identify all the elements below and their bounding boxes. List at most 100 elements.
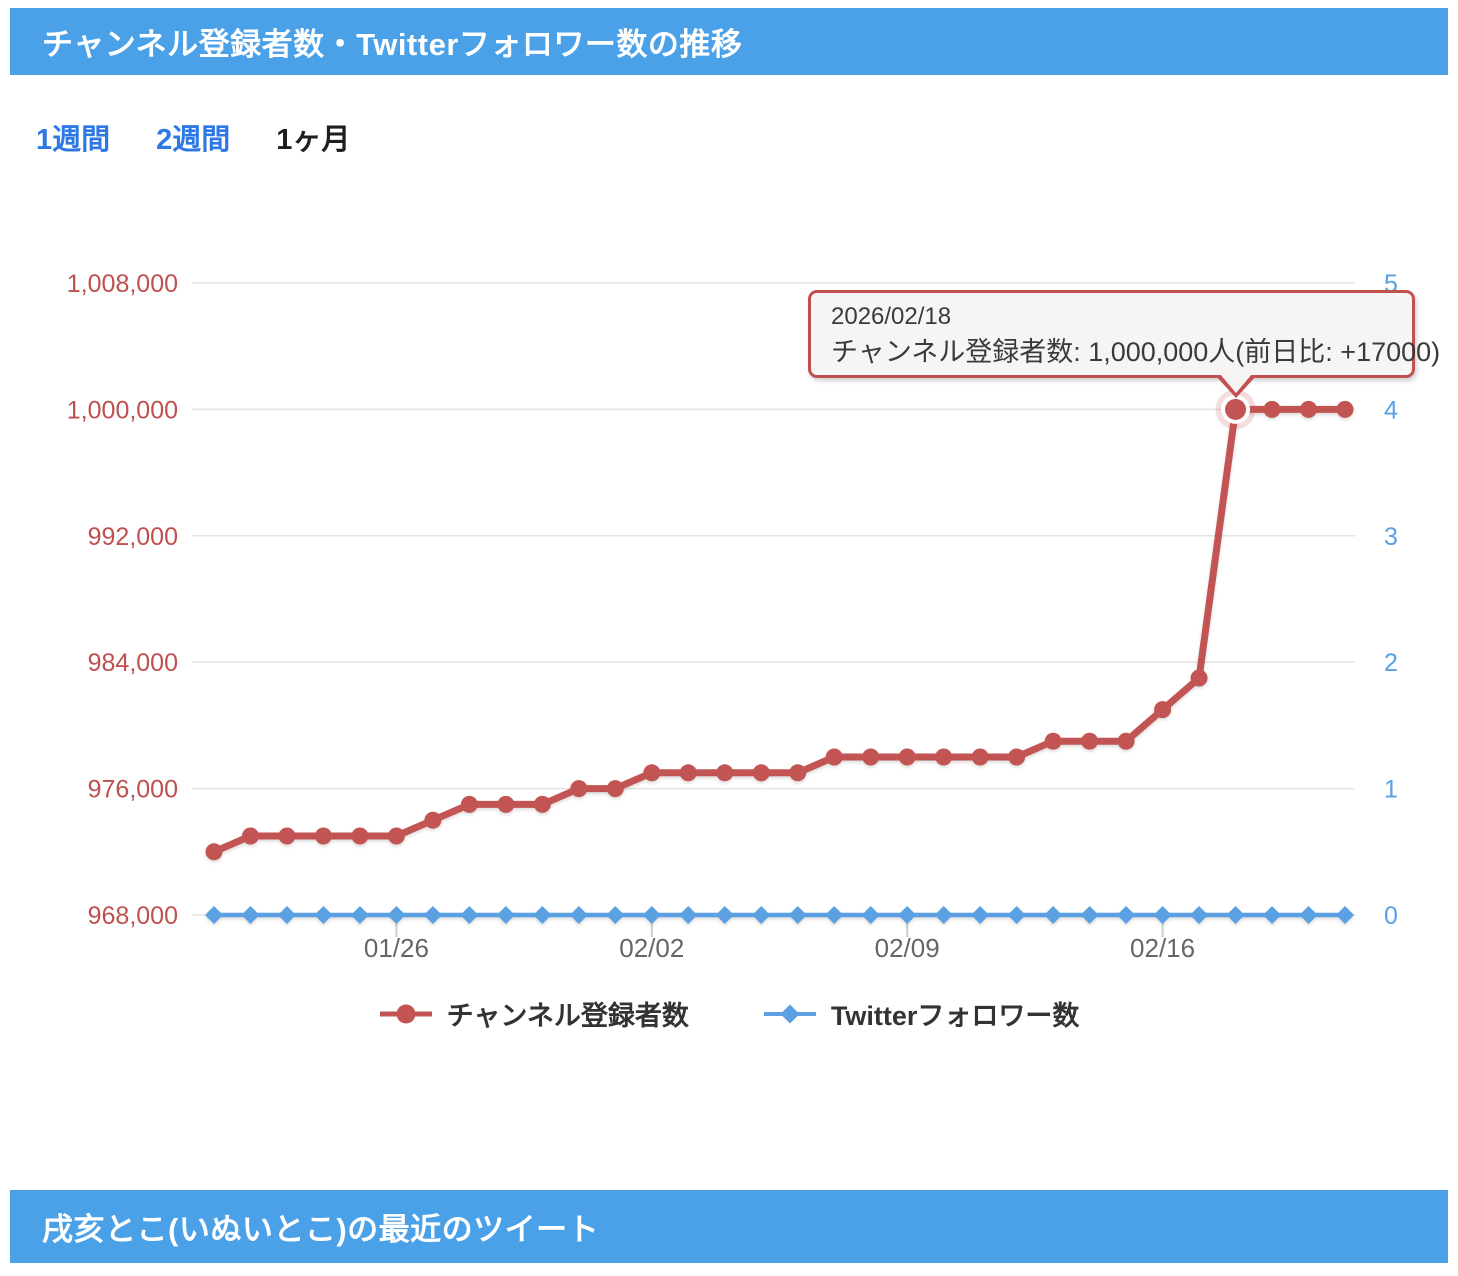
left-axis-label: 968,000 [88, 902, 178, 930]
legend-label-channel-subscribers: チャンネル登録者数 [446, 1001, 689, 1031]
data-point [314, 906, 333, 924]
data-point [387, 906, 406, 924]
data-point [241, 827, 259, 845]
data-point [314, 827, 332, 845]
data-point [1117, 732, 1135, 750]
data-point [825, 906, 844, 924]
data-point [752, 906, 771, 924]
data-point [277, 906, 296, 924]
x-axis-label: 02/09 [875, 933, 940, 963]
data-point [1300, 400, 1318, 418]
data-point [934, 906, 953, 924]
data-point [935, 748, 953, 766]
data-point [971, 906, 990, 924]
tooltip-date: 2026/02/18 [831, 303, 952, 330]
data-point [1008, 748, 1026, 766]
chart-section-title: チャンネル登録者数・Twitterフォロワー数の推移 [42, 27, 743, 62]
chart-section-header: チャンネル登録者数・Twitterフォロワー数の推移 [10, 8, 1448, 75]
left-axis-label: 1,000,000 [67, 396, 178, 424]
data-point [825, 748, 843, 766]
line-diamond-marker-icon [763, 1004, 816, 1023]
highlighted-data-point [1225, 398, 1247, 420]
data-point [1153, 906, 1172, 924]
data-point [241, 906, 260, 924]
data-point [1044, 732, 1062, 750]
right-axis-label: 1 [1384, 776, 1398, 804]
legend-item-channel-subscribers[interactable]: チャンネル登録者数 [379, 994, 689, 1033]
data-point [1117, 906, 1136, 924]
data-point [1190, 669, 1208, 687]
tweets-section-title: 戌亥とこ(いぬいとこ)の最近のツイート [42, 1212, 600, 1247]
chart-legend: チャンネル登録者数 Twitterフォロワー数 [0, 994, 1458, 1033]
data-point [1263, 906, 1282, 924]
data-point [1226, 906, 1245, 924]
data-point [971, 748, 989, 766]
chart-tooltip: 2026/02/18 チャンネル登録者数: 1,000,000人(前日比: +1… [808, 290, 1441, 398]
data-point [423, 906, 442, 924]
left-axis-label: 992,000 [88, 523, 178, 551]
data-point [606, 906, 625, 924]
tab-2-weeks[interactable]: 2週間 [156, 124, 231, 156]
x-axis-label: 02/02 [619, 933, 684, 963]
data-point [387, 827, 405, 845]
x-axis-label: 02/16 [1130, 933, 1195, 963]
data-point [570, 780, 588, 798]
data-point [1336, 906, 1354, 924]
data-point [716, 764, 734, 782]
data-point [1190, 906, 1209, 924]
legend-label-twitter-followers: Twitterフォロワー数 [830, 1001, 1080, 1031]
data-point [1081, 732, 1099, 750]
data-point [788, 906, 807, 924]
data-point [1044, 906, 1063, 924]
data-point [569, 906, 588, 924]
data-point [350, 906, 369, 924]
line-circle-marker-icon [379, 1004, 432, 1023]
data-point [1336, 400, 1354, 418]
data-point [679, 764, 697, 782]
data-point [1007, 906, 1026, 924]
period-tabs: 1週間 2週間 1ヶ月 [36, 116, 350, 158]
right-axis-label: 4 [1384, 396, 1398, 424]
tooltip-arrow-fill [1220, 374, 1252, 393]
data-point [460, 795, 478, 813]
data-point [861, 906, 880, 924]
left-axis-label: 984,000 [88, 649, 178, 677]
tab-1-week[interactable]: 1週間 [36, 124, 111, 156]
tooltip-value: チャンネル登録者数: 1,000,000人(前日比: +17000) [831, 337, 1441, 367]
data-point [533, 906, 552, 924]
data-point [1263, 400, 1281, 418]
data-point [642, 906, 661, 924]
data-point [497, 795, 515, 813]
data-point [460, 906, 479, 924]
data-point [533, 795, 551, 813]
series-channel-subscribers [205, 400, 1354, 861]
data-point [278, 827, 296, 845]
left-axis-label: 976,000 [88, 776, 178, 804]
data-point [1080, 906, 1099, 924]
right-axis-label: 0 [1384, 902, 1398, 930]
data-point [752, 764, 770, 782]
left-axis-label: 1,008,000 [67, 270, 178, 298]
data-point [606, 780, 624, 798]
data-point [351, 827, 369, 845]
data-point [643, 764, 661, 782]
series-twitter-followers [205, 906, 1354, 924]
data-point [424, 811, 442, 829]
data-point [862, 748, 880, 766]
right-axis-label: 3 [1384, 523, 1398, 551]
right-axis-label: 2 [1384, 649, 1398, 677]
data-point [1154, 701, 1172, 719]
legend-item-twitter-followers[interactable]: Twitterフォロワー数 [763, 994, 1080, 1033]
data-point [205, 843, 223, 861]
data-point [715, 906, 734, 924]
data-point [1299, 906, 1318, 924]
data-point [898, 748, 916, 766]
data-point [679, 906, 698, 924]
data-point [205, 906, 223, 924]
tab-1-month[interactable]: 1ヶ月 [276, 124, 351, 156]
data-point [789, 764, 807, 782]
x-axis-label: 01/26 [364, 933, 429, 963]
data-point [496, 906, 515, 924]
